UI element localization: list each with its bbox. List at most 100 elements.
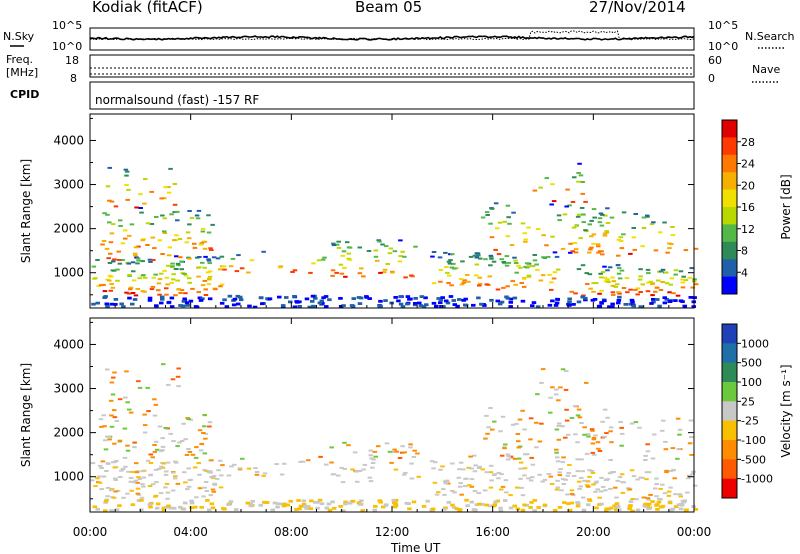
- power-ground-cell: [367, 297, 372, 300]
- vel-scatter-cell: [392, 450, 397, 453]
- power-scatter-cell: [163, 186, 168, 189]
- vel-scatter-cell: [145, 459, 151, 462]
- power-scatter-cell: [107, 221, 112, 224]
- vel-ground-cell: [646, 507, 651, 511]
- y-tick-label: 2000: [53, 426, 84, 440]
- power-scatter-cell: [157, 278, 163, 281]
- vel-scatter-cell: [369, 457, 374, 460]
- vel-scatter-cell: [555, 479, 560, 482]
- power-scatter-cell: [162, 232, 168, 235]
- colorbar-swatch: [722, 343, 737, 364]
- vel-scatter-cell: [100, 460, 106, 463]
- power-ground-cell: [127, 296, 132, 300]
- vel-scatter-cell: [175, 375, 181, 378]
- power-scatter-cell: [680, 278, 685, 281]
- power-scatter-cell: [330, 274, 335, 277]
- power-scatter-cell: [104, 247, 110, 250]
- power-ground-cell: [310, 294, 316, 298]
- power-ground-cell: [398, 302, 404, 306]
- power-scatter-cell: [375, 259, 380, 262]
- vel-scatter-cell: [109, 425, 115, 428]
- power-ground-cell: [383, 299, 388, 302]
- vel-scatter-cell: [443, 482, 449, 485]
- velocity-panel: [89, 317, 699, 513]
- power-scatter-cell: [378, 271, 383, 274]
- power-ground-cell: [193, 305, 199, 308]
- power-ground-cell: [504, 295, 509, 299]
- vel-ground-cell: [654, 504, 659, 507]
- vel-ground-cell: [324, 506, 330, 510]
- vel-scatter-cell: [171, 440, 176, 443]
- power-scatter-cell: [120, 259, 125, 261]
- power-ground-cell: [219, 301, 225, 305]
- power-scatter-cell: [598, 212, 604, 215]
- power-scatter-cell: [118, 225, 123, 227]
- power-scatter-cell: [192, 242, 197, 245]
- power-scatter-cell: [127, 234, 132, 237]
- power-scatter-cell: [398, 239, 403, 242]
- power-scatter-cell: [199, 242, 205, 245]
- vel-scatter-cell: [459, 493, 464, 496]
- power-ground-cell: [238, 298, 244, 302]
- vel-scatter-cell: [190, 453, 196, 456]
- vel-scatter-cell: [183, 438, 188, 441]
- power-scatter-cell: [184, 241, 190, 244]
- power-ground-cell: [185, 304, 190, 307]
- vel-scatter-cell: [516, 440, 521, 443]
- vel-scatter-cell: [575, 458, 580, 461]
- power-scatter-cell: [692, 278, 697, 281]
- vel-scatter-cell: [135, 492, 141, 495]
- vel-scatter-cell: [431, 467, 436, 470]
- power-scatter-cell: [96, 284, 102, 287]
- vel-scatter-cell: [134, 471, 140, 474]
- vel-scatter-cell: [505, 453, 511, 456]
- power-ground-cell: [232, 297, 238, 301]
- vel-scatter-cell: [444, 480, 450, 482]
- power-scatter-cell: [177, 238, 183, 241]
- power-scatter-cell: [206, 258, 211, 261]
- vel-scatter-cell: [186, 448, 191, 450]
- power-scatter-cell: [122, 229, 128, 232]
- power-scatter-cell: [380, 243, 385, 246]
- power-ground-cell: [441, 305, 446, 308]
- power-scatter-cell: [576, 172, 581, 174]
- vel-ground-cell: [477, 502, 482, 506]
- power-scatter-cell: [290, 271, 295, 273]
- power-scatter-cell: [388, 247, 394, 250]
- power-scatter-cell: [338, 263, 344, 266]
- vel-scatter-cell: [579, 458, 584, 461]
- vel-ground-cell: [309, 499, 314, 503]
- power-scatter-cell: [573, 248, 579, 251]
- power-scatter-cell: [532, 189, 538, 192]
- vel-scatter-cell: [394, 450, 400, 453]
- vel-scatter-cell: [659, 429, 665, 432]
- vel-scatter-cell: [591, 453, 597, 456]
- power-scatter-cell: [206, 231, 212, 234]
- vel-scatter-cell: [186, 467, 191, 470]
- vel-scatter-cell: [150, 456, 156, 459]
- vel-scatter-cell: [675, 457, 680, 460]
- power-scatter-cell: [578, 174, 584, 177]
- power-scatter-cell: [693, 283, 699, 286]
- power-ground-cell: [405, 295, 411, 298]
- freq-right-tick-bottom: 0: [708, 72, 715, 85]
- power-scatter-cell: [136, 259, 141, 262]
- power-scatter-cell: [521, 277, 527, 280]
- noise-right-tick-bottom: 10^0: [708, 40, 738, 53]
- power-ground-cell: [277, 295, 282, 299]
- vel-scatter-cell: [520, 494, 526, 497]
- vel-scatter-cell: [589, 470, 595, 472]
- power-scatter-cell: [610, 291, 616, 294]
- vel-ground-cell: [520, 508, 526, 512]
- vel-ground-cell: [109, 509, 114, 512]
- power-scatter-cell: [221, 265, 227, 268]
- noise-left-tick-top: 10^5: [52, 19, 82, 32]
- vel-scatter-cell: [173, 475, 178, 478]
- power-scatter-cell: [610, 276, 615, 279]
- power-ground-cell: [452, 303, 458, 306]
- vel-scatter-cell: [166, 383, 171, 386]
- vel-scatter-cell: [214, 477, 220, 480]
- vel-scatter-cell: [577, 487, 582, 490]
- power-scatter-cell: [472, 254, 478, 257]
